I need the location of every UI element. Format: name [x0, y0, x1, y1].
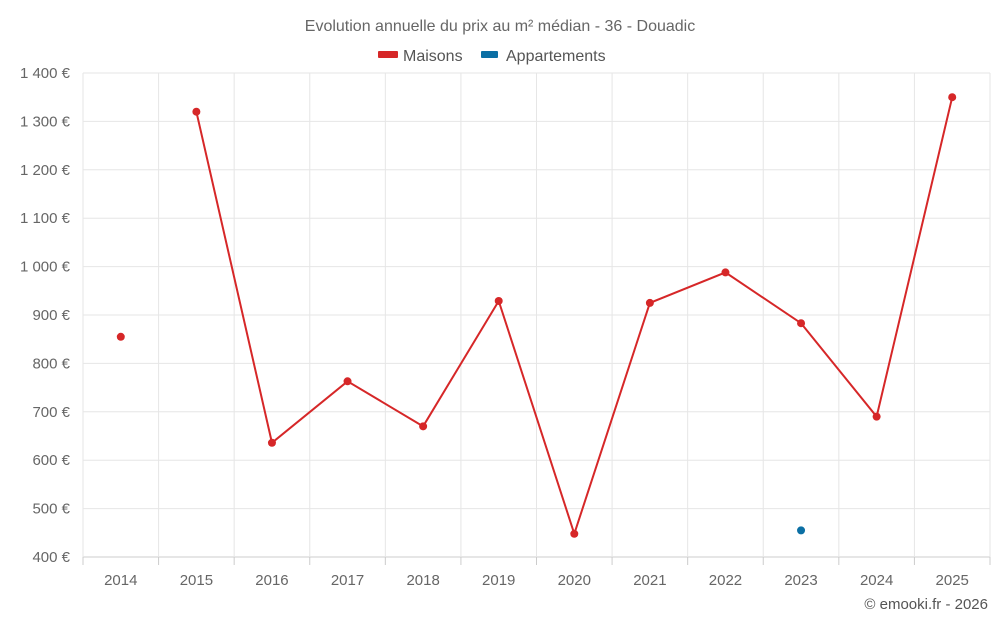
y-tick-label: 400 € [32, 549, 70, 566]
x-tick-label: 2014 [104, 572, 137, 589]
y-tick-label: 900 € [32, 307, 70, 324]
y-tick-label: 600 € [32, 452, 70, 469]
data-point-maisons-2021[interactable] [645, 298, 654, 307]
data-point-maisons-2024[interactable] [872, 412, 881, 421]
chart-title: Evolution annuelle du prix au m² médian … [305, 18, 695, 35]
x-tick-label: 2024 [860, 572, 893, 589]
data-point-maisons-2025[interactable] [948, 93, 957, 102]
x-tick-label: 2015 [180, 572, 213, 589]
plot-area [116, 93, 957, 538]
x-tick-label: 2023 [784, 572, 817, 589]
y-tick-label: 1 100 € [20, 210, 71, 227]
y-tick-label: 1 000 € [20, 259, 71, 276]
data-point-maisons-2017[interactable] [343, 377, 352, 386]
x-tick-label: 2021 [633, 572, 666, 589]
data-point-maisons-2018[interactable] [419, 422, 428, 431]
data-point-maisons-2014[interactable] [116, 332, 125, 341]
legend: Maisons Appartements [378, 48, 606, 65]
x-tick-label: 2017 [331, 572, 364, 589]
legend-swatch-appartements [481, 51, 498, 58]
x-tick-label: 2022 [709, 572, 742, 589]
x-tick-label: 2019 [482, 572, 515, 589]
data-point-maisons-2023[interactable] [797, 319, 806, 328]
legend-label-maisons: Maisons [403, 48, 463, 65]
y-tick-label: 1 200 € [20, 162, 71, 179]
legend-item-maisons[interactable]: Maisons [378, 48, 463, 65]
legend-swatch-maisons [378, 51, 398, 58]
y-tick-label: 700 € [32, 404, 70, 421]
y-axis: 400 € 500 € 600 € 700 € 800 € 900 € 1 000 € 1 1… [20, 65, 71, 566]
y-tick-label: 500 € [32, 501, 70, 518]
data-point-maisons-2015[interactable] [192, 107, 201, 116]
data-point-maisons-2020[interactable] [570, 529, 579, 538]
x-tick-label: 2025 [936, 572, 969, 589]
credit-text: © emooki.fr - 2026 [864, 596, 988, 613]
y-tick-label: 1 400 € [20, 65, 71, 82]
x-tick-label: 2020 [558, 572, 591, 589]
data-point-appartements-2023[interactable] [797, 526, 806, 535]
x-axis: 2014 2015 2016 2017 2018 2019 2020 2021 2022 2023… [82, 557, 991, 589]
legend-label-appartements: Appartements [506, 48, 606, 65]
y-tick-label: 1 300 € [20, 113, 71, 130]
data-point-maisons-2019[interactable] [494, 296, 503, 305]
data-point-maisons-2016[interactable] [267, 438, 276, 447]
x-tick-label: 2016 [255, 572, 288, 589]
grid [82, 72, 991, 558]
y-tick-label: 800 € [32, 355, 70, 372]
x-tick-label: 2018 [406, 572, 439, 589]
legend-item-appartements[interactable]: Appartements [481, 48, 606, 65]
data-point-maisons-2022[interactable] [721, 268, 730, 277]
